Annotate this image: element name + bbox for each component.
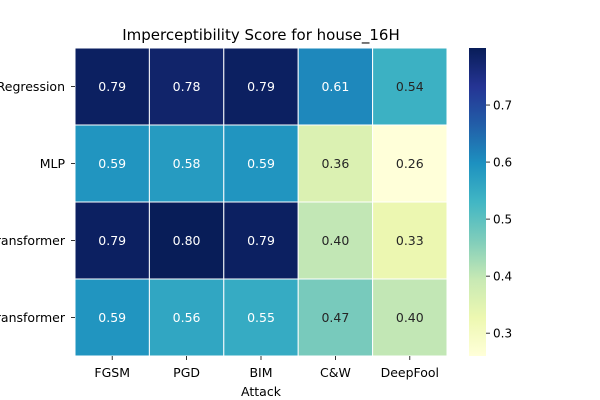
heatmap-cell	[148, 47, 225, 126]
chart-title: Imperceptibility Score for house_16H	[122, 26, 400, 45]
heatmap-cell	[372, 201, 448, 280]
colorbar-tick-label: 0.5	[493, 213, 512, 227]
y-tick-label: MLP	[40, 156, 66, 171]
cell-value-label: 0.79	[247, 233, 275, 248]
heatmap-cell	[148, 201, 225, 280]
x-tick-label: PGD	[173, 365, 200, 380]
cell-value-label: 0.54	[396, 79, 424, 94]
cell-value-label: 0.59	[247, 156, 275, 171]
cell-value-label: 0.59	[98, 156, 126, 171]
heatmap-cell	[223, 124, 299, 203]
colorbar-tick-label: 0.3	[493, 327, 512, 341]
cell-value-label: 0.79	[98, 79, 126, 94]
cell-value-label: 0.79	[98, 233, 126, 248]
cell-value-label: 0.59	[98, 310, 126, 325]
x-tick-label: BIM	[249, 365, 272, 380]
cell-value-label: 0.78	[173, 79, 201, 94]
cell-value-label: 0.80	[173, 233, 201, 248]
colorbar-ticks: 0.3 0.4 0.5 0.6 0.7	[486, 99, 512, 341]
x-axis-label: Attack	[241, 384, 282, 399]
heatmap-cell	[372, 278, 448, 357]
y-tick-label: TabTransformer	[0, 233, 66, 248]
cell-value-label: 0.40	[321, 233, 349, 248]
colorbar-tick-label: 0.6	[493, 156, 512, 170]
y-tick-label: FT-Transformer	[0, 310, 66, 325]
heatmap-cell	[148, 278, 225, 357]
heatmap-cell	[297, 278, 374, 357]
x-tick-label: FGSM	[94, 365, 130, 380]
heatmap-cell	[223, 47, 299, 126]
heatmap-cells: 0.79 0.78 0.79 0.61 0.54 0.59 0.58 0.59 0.36 0.26…	[74, 47, 448, 357]
x-tick-label: C&W	[320, 365, 351, 380]
x-tick-label: DeepFool	[381, 365, 439, 380]
cell-value-label: 0.58	[173, 156, 201, 171]
heatmap-cell	[223, 201, 299, 280]
heatmap-cell	[372, 47, 448, 126]
cell-value-label: 0.40	[396, 310, 424, 325]
colorbar	[469, 48, 486, 356]
cell-value-label: 0.36	[321, 156, 349, 171]
cell-value-label: 0.61	[321, 79, 349, 94]
y-tick-labels: Logistic Regression MLP TabTransformer FT-T…	[0, 79, 75, 325]
heatmap-cell	[297, 47, 374, 126]
heatmap-cell	[297, 201, 374, 280]
y-tick-label: Logistic Regression	[0, 79, 65, 94]
cell-value-label: 0.55	[247, 310, 275, 325]
colorbar-tick-label: 0.4	[493, 270, 512, 284]
heatmap-cell	[74, 47, 150, 126]
cell-value-label: 0.56	[173, 310, 201, 325]
cell-value-label: 0.47	[321, 310, 349, 325]
cell-value-label: 0.33	[396, 233, 424, 248]
heatmap-cell	[223, 278, 299, 357]
colorbar-tick-label: 0.7	[493, 99, 512, 113]
x-tick-labels: FGSM PGD BIM C&W DeepFool	[94, 356, 439, 380]
cell-value-label: 0.79	[247, 79, 275, 94]
heatmap-cell	[74, 124, 150, 203]
heatmap-cell	[372, 124, 448, 203]
cell-value-label: 0.26	[396, 156, 424, 171]
